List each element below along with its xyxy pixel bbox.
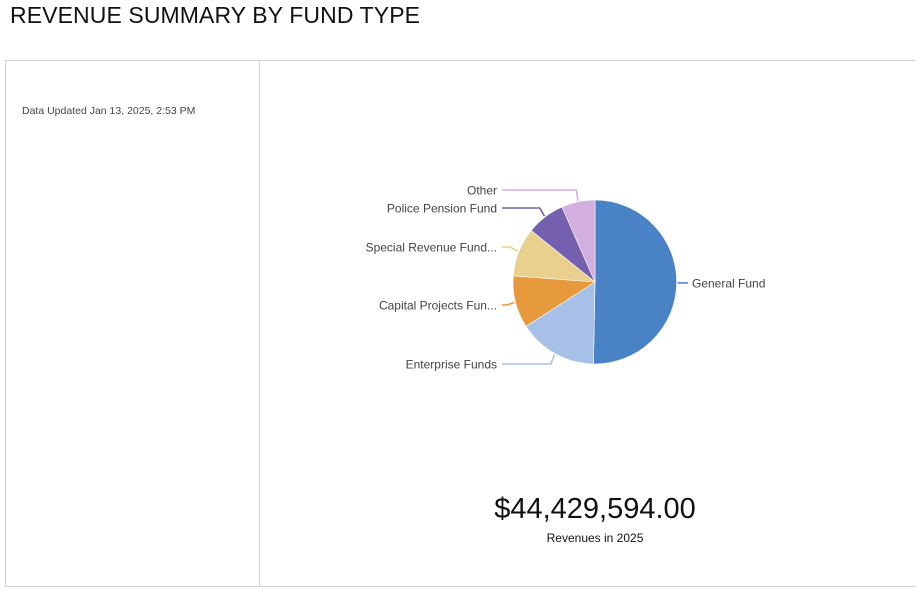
- side-panel: Data Updated Jan 13, 2025, 2:53 PM: [5, 60, 260, 587]
- data-updated-text: Data Updated Jan 13, 2025, 2:53 PM: [22, 105, 196, 117]
- pie-slice-label: General Fund: [692, 277, 765, 291]
- pie-slice-general-fund[interactable]: [593, 199, 677, 365]
- page-title: REVENUE SUMMARY BY FUND TYPE: [10, 2, 421, 28]
- pie-slice-label: Police Pension Fund: [387, 202, 497, 216]
- total-revenue-value: $44,429,594.00: [494, 493, 696, 525]
- pie-slice-label: Capital Projects Fun...: [379, 299, 497, 313]
- pie-leader-line: [502, 246, 519, 253]
- pie-slice-other[interactable]: [561, 199, 596, 283]
- pie-slice-enterprise-funds[interactable]: [525, 281, 596, 365]
- dashboard-frame: [5, 60, 915, 587]
- pie-slice-label: Special Revenue Fund...: [366, 241, 497, 255]
- total-revenue-label: Revenues in 2025: [546, 531, 644, 545]
- pie-leader-line: [502, 301, 515, 306]
- pie-leader-line: [502, 354, 556, 365]
- pie-slice-label: Other: [467, 184, 497, 198]
- pie-leader-line: [502, 207, 546, 217]
- pie-slice-label: Enterprise Funds: [406, 358, 497, 372]
- pie-leader-line: [502, 189, 579, 201]
